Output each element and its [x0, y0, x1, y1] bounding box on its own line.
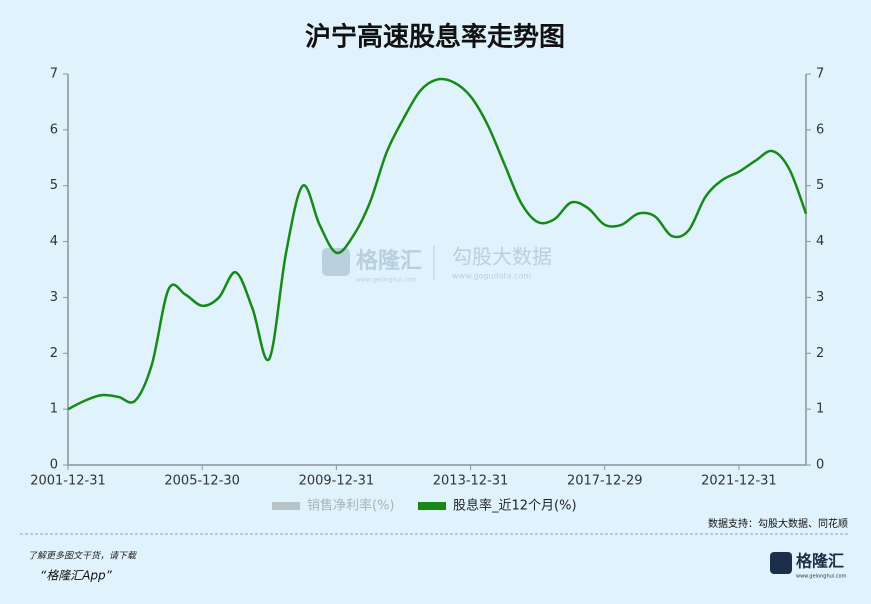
watermark-brand: 格隆汇	[356, 248, 422, 274]
watermark: 格隆汇 www.gelonghui.com 勾股大数据 www.gogudata…	[322, 245, 552, 284]
y2-tick-label: 1	[816, 402, 824, 417]
y-tick-label: 2	[50, 346, 58, 361]
y2-tick-label: 2	[816, 346, 824, 361]
footer-app: “格隆汇App”	[40, 569, 113, 583]
footer-logo-icon	[770, 552, 792, 574]
y-tick-label: 7	[50, 67, 58, 82]
x-tick-label: 2009-12-31	[299, 474, 375, 489]
y2-tick-label: 6	[816, 122, 824, 137]
x-tick-label: 2017-12-29	[567, 474, 643, 489]
y2-tick-label: 0	[816, 458, 824, 473]
x-tick-label: 2005-12-30	[164, 474, 240, 489]
footer-logo-url: www.gelonghui.com	[796, 574, 847, 580]
legend-swatch	[272, 502, 300, 510]
line-series	[67, 77, 808, 411]
watermark-url: www.gelonghui.com	[356, 277, 417, 284]
legend-swatch	[418, 502, 446, 510]
y2-tick-label: 3	[816, 290, 824, 305]
y-tick-label: 3	[50, 290, 58, 305]
x-tick-label: 2013-12-31	[433, 474, 509, 489]
chart-title: 沪宁高速股息率走势图	[305, 22, 565, 53]
watermark-url: www.gogudata.com	[452, 272, 531, 281]
watermark-partner: 勾股大数据	[452, 245, 552, 269]
legend-label: 股息率_近12个月(%)	[453, 498, 577, 514]
y2-tick-label: 4	[816, 234, 824, 249]
y-tick-label: 0	[50, 458, 58, 473]
x-tick-label: 2021-12-31	[701, 474, 777, 489]
x-tick-label: 2001-12-31	[30, 474, 106, 489]
legend-label: 销售净利率(%)	[307, 498, 395, 514]
y2-tick-label: 5	[816, 178, 824, 193]
footer-note: 了解更多图文干货，请下载	[28, 551, 137, 562]
y2-tick-label: 7	[816, 67, 824, 82]
y-tick-label: 1	[50, 402, 58, 417]
footer-logo: 格隆汇	[796, 552, 844, 571]
y-tick-label: 4	[50, 234, 58, 249]
watermark-logo	[322, 248, 350, 276]
y-tick-label: 5	[50, 178, 58, 193]
y-tick-label: 6	[50, 122, 58, 137]
source-note: 数据支持：勾股大数据、同花顺	[708, 517, 848, 530]
